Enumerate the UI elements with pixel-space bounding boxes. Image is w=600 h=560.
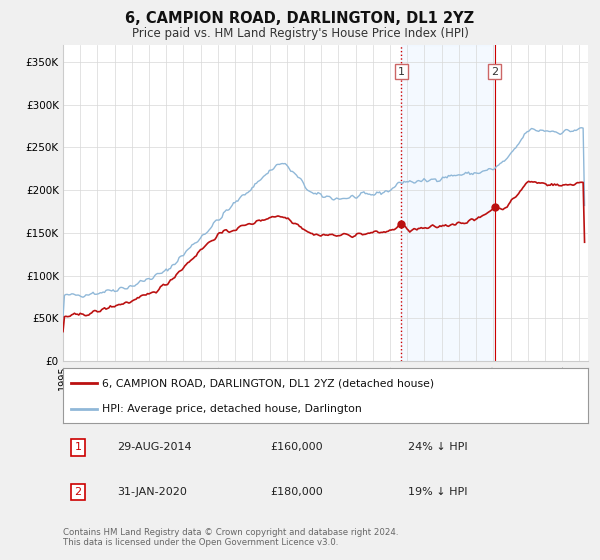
Text: £180,000: £180,000 xyxy=(270,487,323,497)
Text: 24% ↓ HPI: 24% ↓ HPI xyxy=(408,442,467,452)
Text: HPI: Average price, detached house, Darlington: HPI: Average price, detached house, Darl… xyxy=(103,404,362,414)
Bar xyxy=(401,45,495,361)
Text: 6, CAMPION ROAD, DARLINGTON, DL1 2YZ (detached house): 6, CAMPION ROAD, DARLINGTON, DL1 2YZ (de… xyxy=(103,379,434,388)
Text: 29-AUG-2014: 29-AUG-2014 xyxy=(117,442,191,452)
Text: Contains HM Land Registry data © Crown copyright and database right 2024.
This d: Contains HM Land Registry data © Crown c… xyxy=(63,528,398,547)
Text: 2: 2 xyxy=(491,67,498,77)
Text: 31-JAN-2020: 31-JAN-2020 xyxy=(117,487,187,497)
Text: 1: 1 xyxy=(74,442,82,452)
Text: Price paid vs. HM Land Registry's House Price Index (HPI): Price paid vs. HM Land Registry's House … xyxy=(131,27,469,40)
Text: 1: 1 xyxy=(398,67,405,77)
Text: 6, CAMPION ROAD, DARLINGTON, DL1 2YZ: 6, CAMPION ROAD, DARLINGTON, DL1 2YZ xyxy=(125,11,475,26)
Text: £160,000: £160,000 xyxy=(270,442,323,452)
Text: 2: 2 xyxy=(74,487,82,497)
Text: 19% ↓ HPI: 19% ↓ HPI xyxy=(408,487,467,497)
